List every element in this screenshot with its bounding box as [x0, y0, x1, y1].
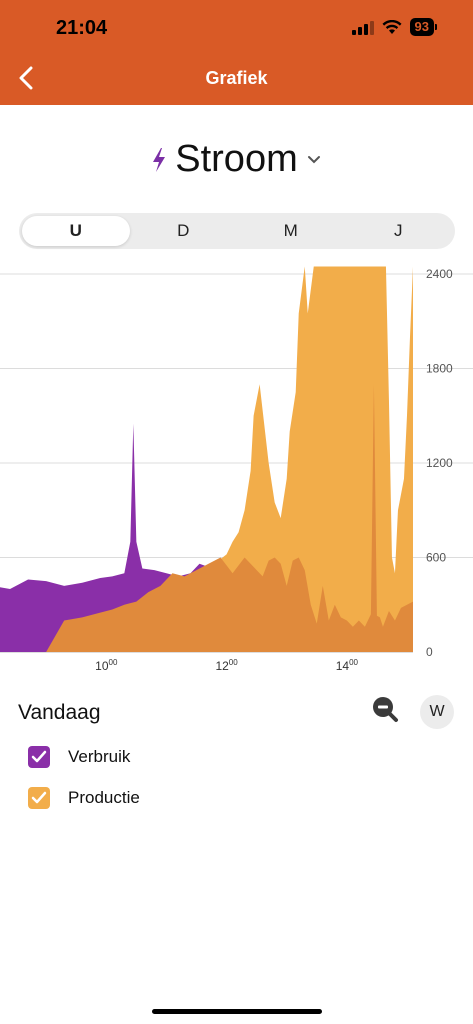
chevron-down-icon: [307, 155, 320, 163]
y-tick-label: 600: [426, 551, 446, 565]
wifi-icon: [382, 19, 402, 34]
legend-label-productie: Productie: [68, 788, 140, 807]
app-header: 21:04 93 Grafiek: [0, 0, 473, 105]
legend-label-verbruik: Verbruik: [68, 747, 131, 766]
x-tick-label: 1400: [336, 658, 359, 673]
legend-item-productie[interactable]: Productie: [28, 787, 140, 809]
y-tick-label: 1800: [426, 362, 453, 376]
tab-hour[interactable]: U: [22, 216, 130, 246]
back-button[interactable]: [10, 62, 42, 94]
legend-item-verbruik[interactable]: Verbruik: [28, 746, 130, 768]
y-axis: 0 600 1200 1800 2400: [426, 267, 453, 659]
tab-month[interactable]: M: [283, 221, 298, 240]
x-axis: 800100012001400: [95, 658, 359, 673]
y-tick-label: 0: [426, 645, 433, 659]
energy-type-label: Stroom: [175, 138, 298, 180]
battery-icon: 93: [409, 18, 437, 36]
status-icons: 93: [351, 18, 437, 36]
series-area-productie: [0, 266, 413, 652]
home-indicator[interactable]: [152, 1009, 322, 1014]
checkbox-checked-icon[interactable]: [28, 746, 50, 768]
y-tick-label: 2400: [426, 267, 453, 281]
legend-title: Vandaag: [18, 701, 101, 724]
y-tick-label: 1200: [426, 456, 453, 470]
lightning-bolt-icon: [153, 147, 166, 172]
period-segmented-control: U D M J: [19, 213, 455, 249]
x-tick-label: 1200: [215, 658, 238, 673]
zoom-out-icon: [373, 697, 398, 722]
unit-toggle-button[interactable]: W: [420, 695, 454, 729]
x-tick-label: 1000: [95, 658, 118, 673]
series-area-verbruik-overlap: [0, 384, 413, 652]
page-title: Grafiek: [205, 68, 268, 88]
zoom-out-button[interactable]: [371, 695, 399, 723]
chevron-left-icon: [19, 66, 33, 90]
status-time: 21:04: [56, 17, 108, 39]
cellular-signal-icon: [351, 19, 374, 35]
energy-type-selector[interactable]: Stroom: [0, 138, 473, 181]
chart-areas: [0, 266, 413, 652]
checkbox-checked-icon[interactable]: [28, 787, 50, 809]
battery-level: 93: [409, 18, 434, 36]
tab-year[interactable]: J: [394, 221, 403, 240]
tab-day[interactable]: D: [177, 221, 190, 240]
